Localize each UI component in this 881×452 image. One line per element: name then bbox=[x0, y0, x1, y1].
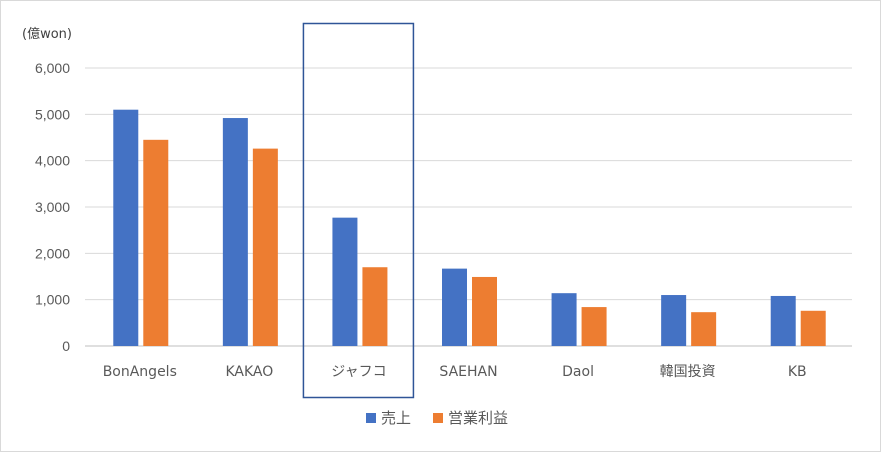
y-tick-label: 6,000 bbox=[35, 60, 70, 76]
y-tick-label: 4,000 bbox=[35, 153, 70, 169]
x-category-label: ジャフコ bbox=[331, 364, 386, 380]
y-tick-label: 0 bbox=[62, 338, 70, 354]
bar-sales bbox=[222, 118, 248, 346]
x-category-label: 韓国投資 bbox=[660, 364, 716, 380]
y-tick-label: 5,000 bbox=[35, 106, 70, 122]
x-category-label: Daol bbox=[562, 364, 594, 380]
x-category-label: BonAngels bbox=[103, 364, 177, 380]
legend-label-operating-profit: 営業利益 bbox=[448, 409, 508, 427]
x-category-label: SAEHAN bbox=[439, 364, 497, 380]
bar-operating-profit bbox=[800, 310, 826, 346]
x-category-label: KAKAO bbox=[225, 364, 273, 380]
y-tick-label: 2,000 bbox=[35, 245, 70, 261]
bar-sales bbox=[551, 293, 577, 346]
bar-operating-profit bbox=[143, 139, 169, 346]
bar-sales bbox=[442, 268, 467, 346]
y-unit-label: (億won) bbox=[22, 26, 72, 42]
legend-label-sales: 売上 bbox=[381, 409, 411, 427]
x-category-label: KB bbox=[788, 364, 807, 380]
bar-sales bbox=[770, 295, 796, 346]
bar-operating-profit bbox=[252, 148, 278, 346]
bar-operating-profit bbox=[691, 312, 717, 346]
legend-swatch-sales bbox=[366, 413, 376, 423]
bar-operating-profit bbox=[472, 276, 497, 346]
y-tick-label: 1,000 bbox=[35, 292, 70, 308]
bar-sales bbox=[332, 217, 358, 346]
bar-sales bbox=[113, 109, 139, 346]
highlight-box bbox=[302, 22, 415, 399]
y-tick-label: 3,000 bbox=[35, 199, 70, 215]
bar-operating-profit bbox=[362, 267, 388, 346]
legend-swatch-operating-profit bbox=[433, 413, 443, 423]
bar-operating-profit bbox=[581, 307, 607, 346]
bar-sales bbox=[661, 295, 687, 346]
